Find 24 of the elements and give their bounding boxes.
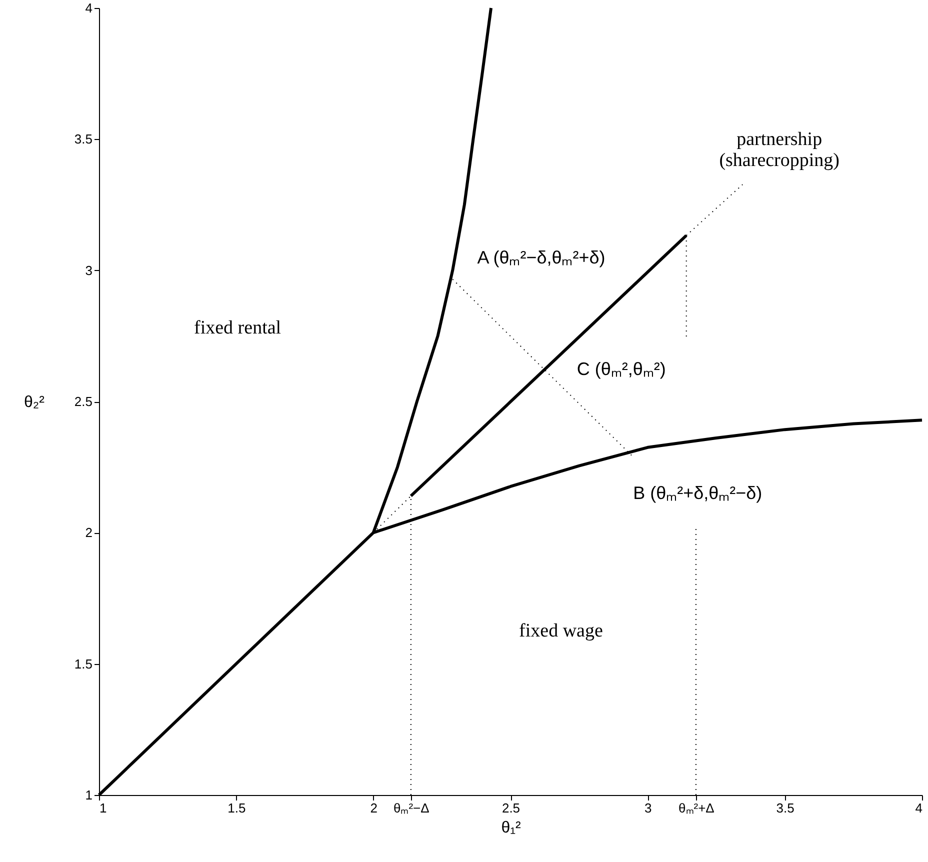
- y-tick-label: 1: [85, 788, 92, 802]
- x-tick-label: θₘ²−Δ: [393, 800, 430, 816]
- y-tick-label: 2.5: [74, 394, 92, 409]
- y-tick-label: 1.5: [74, 656, 92, 672]
- x-tick-label: θₘ²+Δ: [678, 800, 715, 816]
- annotation: B (θₘ²+δ,θₘ²−δ): [633, 483, 762, 504]
- annotation: C (θₘ²,θₘ²): [576, 359, 666, 380]
- x-tick-label: 2: [370, 800, 378, 816]
- annotation: fixed wage: [519, 620, 603, 642]
- y-tick-label: 3: [85, 262, 92, 278]
- annotation: fixed rental: [194, 317, 282, 338]
- x-tick-label: 4: [915, 800, 922, 816]
- annotation: partnership (sharecropping): [719, 129, 840, 172]
- x-tick-label: 1: [100, 800, 107, 816]
- x-axis-title: θ₁²: [501, 820, 522, 836]
- x-tick-label: 2.5: [502, 800, 520, 816]
- y-tick-label: 4: [85, 0, 92, 16]
- x-tick-label: 3: [644, 800, 652, 816]
- annotation: A (θₘ²−δ,θₘ²+δ): [477, 248, 606, 268]
- y-tick-label: 3.5: [74, 132, 92, 147]
- x-tick-label: 3.5: [776, 800, 794, 816]
- x-tick-label: 1.5: [228, 800, 246, 816]
- y-axis-title: θ₂²: [24, 394, 46, 411]
- y-tick-label: 2: [85, 525, 92, 540]
